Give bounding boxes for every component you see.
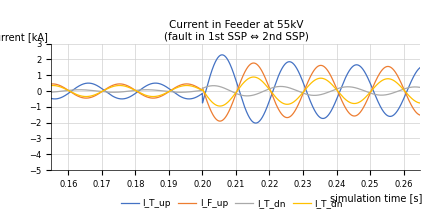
I_T_dn (211, 84, 216, 87)
I_F_up (116, 83, 121, 85)
Line: I_F_up: I_F_up (51, 63, 420, 121)
I_T_dn (352, 86, 357, 89)
I_T_dn (352, 102, 357, 105)
I_F_up (352, 115, 357, 117)
Legend: I_T_up, I_F_up, I_T_dn, I_T_dn: I_T_up, I_F_up, I_T_dn, I_T_dn (117, 195, 346, 211)
I_F_up (289, 114, 294, 117)
I_T_dn (245, 95, 250, 97)
I_T_dn (418, 102, 423, 104)
Line: I_T_up: I_T_up (51, 55, 420, 123)
I_T_dn (289, 87, 294, 90)
I_T_up (418, 66, 423, 69)
Line: I_T_dn: I_T_dn (51, 86, 420, 96)
I_T_dn (49, 84, 54, 87)
I_F_up (270, 95, 275, 98)
I_T_dn (324, 91, 329, 94)
Line: I_T_dn: I_T_dn (51, 77, 420, 106)
I_T_dn (418, 86, 423, 89)
I_T_dn (190, 90, 195, 93)
I_T_dn (270, 93, 275, 95)
I_T_up (220, 54, 225, 56)
I_F_up (418, 114, 423, 116)
I_F_up (49, 83, 54, 85)
I_F_up (218, 120, 223, 123)
I_T_up (253, 122, 258, 124)
I_T_dn (116, 84, 121, 87)
I_F_up (251, 62, 256, 64)
I_T_dn (218, 105, 223, 107)
I_F_up (190, 83, 195, 86)
I_T_up (116, 97, 121, 100)
I_T_dn (289, 102, 294, 104)
I_T_up (49, 97, 54, 100)
Title: Current in Feeder at 55kV
(fault in 1st SSP ⇔ 2nd SSP): Current in Feeder at 55kV (fault in 1st … (163, 20, 308, 41)
I_T_dn (49, 91, 54, 94)
I_T_up (289, 61, 294, 64)
I_T_dn (324, 79, 329, 82)
I_T_up (352, 64, 357, 66)
I_T_dn (270, 86, 275, 89)
I_T_up (270, 90, 275, 92)
I_T_dn (190, 85, 195, 88)
I_T_dn (251, 76, 256, 78)
Y-axis label: Current [kA]: Current [kA] (0, 32, 48, 42)
I_T_up (190, 97, 195, 100)
I_T_dn (116, 91, 121, 94)
X-axis label: simulation time [s]: simulation time [s] (330, 193, 422, 203)
I_F_up (324, 68, 329, 71)
I_T_up (324, 115, 329, 118)
